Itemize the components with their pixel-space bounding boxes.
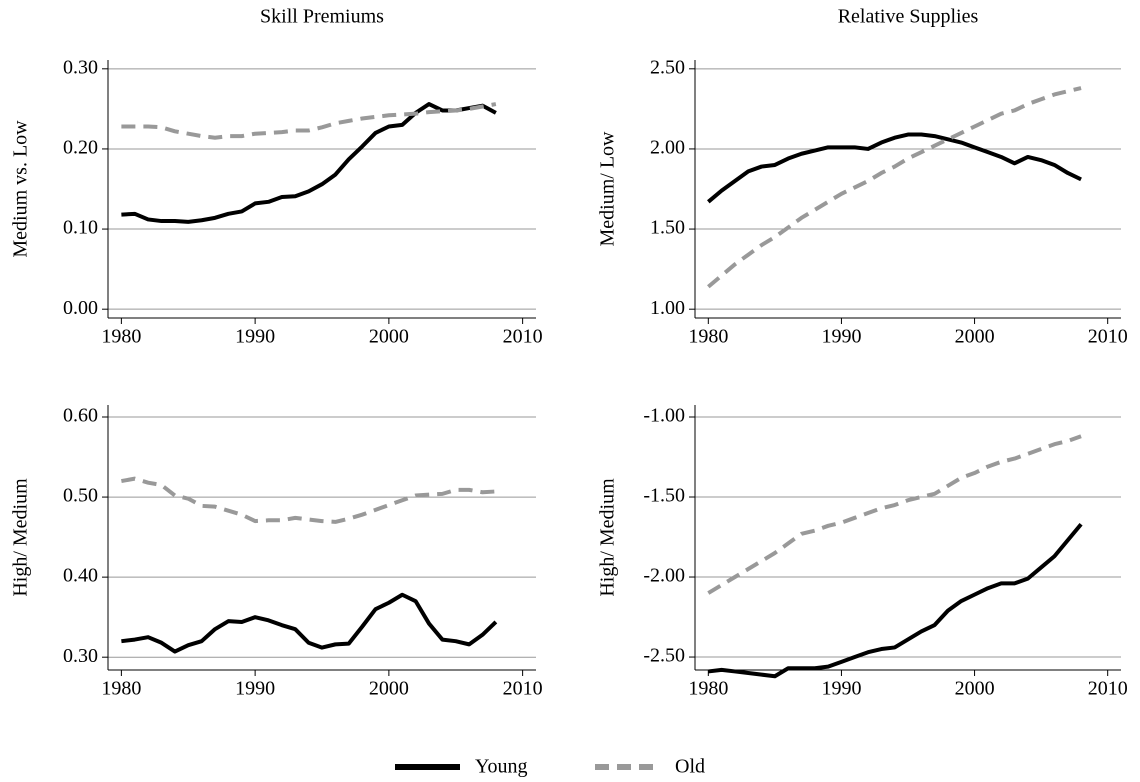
x-tick-label: 1990 bbox=[821, 326, 861, 348]
y-tick-label: 0.10 bbox=[63, 217, 98, 239]
series-line bbox=[121, 102, 497, 140]
x-tick-label: 1980 bbox=[688, 678, 728, 700]
y-tick-label: 0.40 bbox=[63, 565, 98, 587]
x-tick-label: 1980 bbox=[101, 326, 141, 348]
series-line bbox=[707, 434, 1082, 595]
chart-title: Skill Premiums bbox=[260, 6, 384, 28]
series-line bbox=[121, 592, 498, 654]
y-tick-label: -2.00 bbox=[643, 565, 685, 587]
series-line bbox=[121, 102, 497, 224]
x-tick-label: 1980 bbox=[101, 678, 141, 700]
x-tick-label: 2000 bbox=[955, 326, 995, 348]
x-tick-label: 2010 bbox=[1088, 326, 1128, 348]
y-tick-label: 2.50 bbox=[650, 56, 685, 78]
x-tick-label: 2000 bbox=[369, 326, 409, 348]
x-tick-label: 1990 bbox=[235, 678, 275, 700]
y-tick-label: -1.50 bbox=[643, 485, 685, 507]
legend-label: Old bbox=[675, 756, 705, 778]
y-tick-label: 1.00 bbox=[650, 297, 685, 319]
series-line bbox=[707, 86, 1082, 289]
x-tick-label: 2000 bbox=[369, 678, 409, 700]
x-tick-label: 1990 bbox=[821, 678, 861, 700]
y-tick-label: 0.60 bbox=[63, 405, 98, 427]
x-tick-label: 2010 bbox=[503, 326, 543, 348]
y-tick-label: 0.00 bbox=[63, 297, 98, 319]
y-tick-label: 1.50 bbox=[650, 217, 685, 239]
legend-label: Young bbox=[475, 756, 527, 778]
x-tick-label: 1980 bbox=[688, 326, 728, 348]
x-tick-label: 2000 bbox=[955, 678, 995, 700]
x-tick-label: 1990 bbox=[235, 326, 275, 348]
y-tick-label: 0.30 bbox=[63, 56, 98, 78]
y-axis-label: High/ Medium bbox=[10, 478, 32, 597]
series-line bbox=[121, 476, 496, 524]
y-tick-label: 2.00 bbox=[650, 137, 685, 159]
y-tick-label: 0.50 bbox=[63, 485, 98, 507]
y-tick-label: 0.20 bbox=[63, 137, 98, 159]
y-axis-label: Medium vs. Low bbox=[10, 120, 32, 258]
y-tick-label: -2.50 bbox=[643, 645, 685, 667]
y-tick-label: -1.00 bbox=[643, 405, 685, 427]
series-line bbox=[708, 522, 1083, 679]
y-tick-label: 0.30 bbox=[63, 645, 98, 667]
y-axis-label: Medium/ Low bbox=[597, 131, 619, 247]
series-line bbox=[707, 132, 1082, 204]
chart-title: Relative Supplies bbox=[838, 6, 979, 28]
y-axis-label: High/ Medium bbox=[597, 478, 619, 597]
x-tick-label: 2010 bbox=[503, 678, 543, 700]
x-tick-label: 2010 bbox=[1088, 678, 1128, 700]
